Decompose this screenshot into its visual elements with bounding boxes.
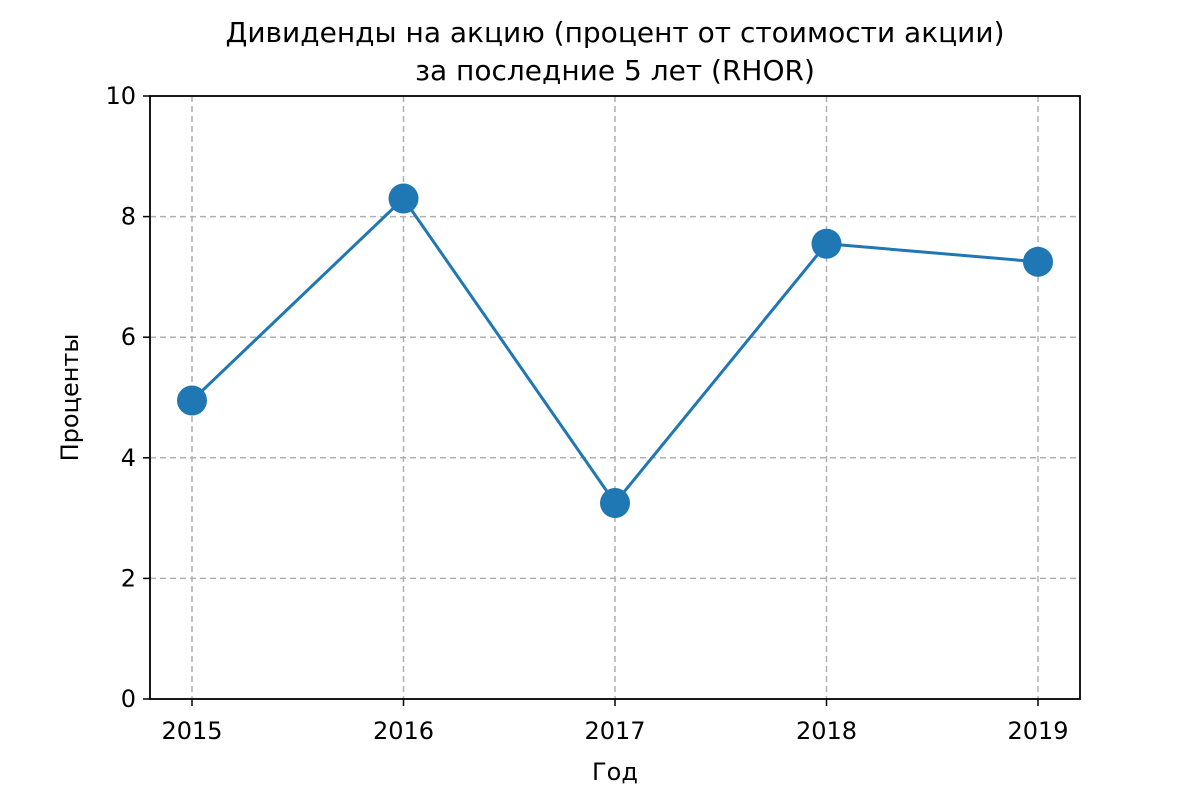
- y-tick-label: 2: [121, 564, 136, 592]
- data-point-2017: [600, 488, 630, 519]
- y-axis-label: Проценты: [56, 334, 84, 462]
- data-point-2015: [177, 385, 207, 416]
- grid: [150, 96, 1080, 699]
- data-series: [177, 183, 1053, 519]
- x-tick-label: 2019: [1007, 717, 1068, 745]
- data-point-2016: [388, 183, 419, 214]
- chart-title-line-2: за последние 5 лет (RHOR): [415, 54, 815, 87]
- y-tick-label: 6: [121, 323, 136, 351]
- axis-ticks: 2015 2016 2017 2018 2019 0 2 4 6 8 10: [105, 82, 1068, 745]
- y-tick-label: 8: [121, 203, 136, 231]
- x-tick-label: 2015: [161, 717, 222, 745]
- x-tick-label: 2017: [584, 717, 645, 745]
- chart-title-line-1: Дивиденды на акцию (процент от стоимости…: [225, 16, 1004, 49]
- y-tick-label: 10: [105, 82, 136, 110]
- data-point-2018: [811, 228, 842, 259]
- plot-frame: [149, 95, 1081, 700]
- y-tick-label: 0: [121, 685, 136, 713]
- x-tick-label: 2016: [373, 717, 434, 745]
- x-axis-label: Год: [592, 758, 638, 786]
- data-point-2019: [1023, 246, 1053, 277]
- y-tick-label: 4: [121, 444, 136, 472]
- x-tick-label: 2018: [796, 717, 857, 745]
